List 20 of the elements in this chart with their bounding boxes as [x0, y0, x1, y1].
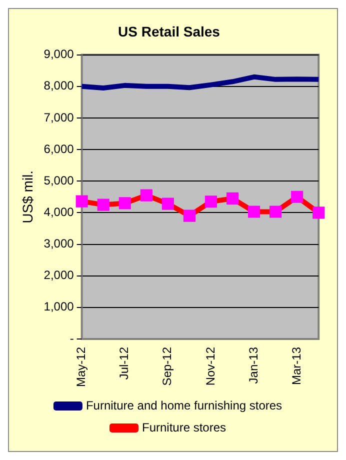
- chart-title: US Retail Sales: [118, 23, 220, 40]
- y-axis-title: US$ mil.: [19, 170, 36, 224]
- x-tick-label: Jan-13: [246, 346, 260, 384]
- x-tick-label: May-12: [74, 346, 88, 387]
- x-tick-label: Mar-13: [289, 346, 304, 385]
- x-tick-label: Jul-12: [117, 346, 132, 380]
- y-tick-label: 8,000: [44, 78, 74, 93]
- x-tick-label: Nov-12: [203, 346, 218, 386]
- y-tick-label: 3,000: [44, 236, 74, 251]
- x-tick-label: Sep-12: [160, 346, 174, 386]
- y-tick-label: 6,000: [44, 142, 74, 156]
- y-tick-label: 5,000: [44, 173, 74, 188]
- y-tick-label: -: [70, 331, 74, 346]
- y-tick-label: 2,000: [44, 268, 74, 282]
- legend-label: Furniture stores: [142, 420, 226, 434]
- legend-label: Furniture and home furnishing stores: [86, 398, 282, 412]
- y-tick-label: 1,000: [44, 300, 74, 314]
- y-tick-label: 9,000: [44, 47, 74, 62]
- y-tick-label: 4,000: [44, 204, 74, 219]
- y-tick-label: 7,000: [44, 110, 74, 124]
